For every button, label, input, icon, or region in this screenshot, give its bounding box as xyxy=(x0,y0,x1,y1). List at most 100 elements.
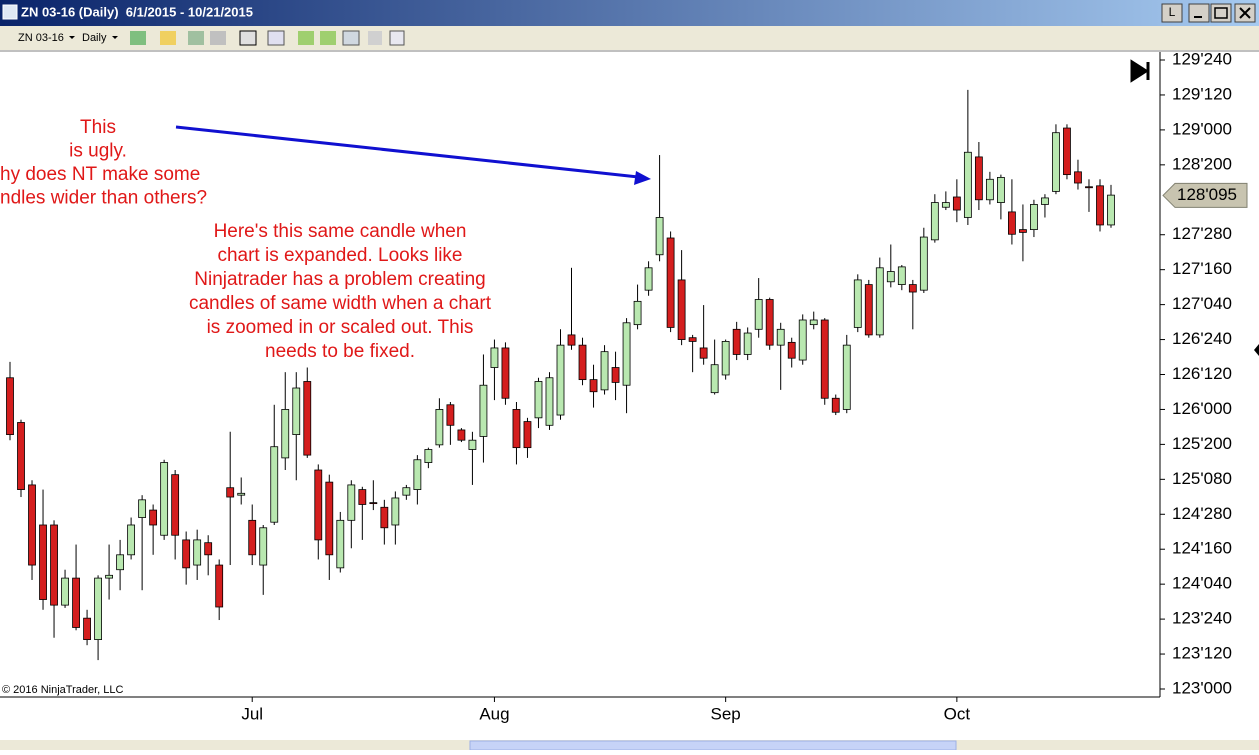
candle-body xyxy=(897,266,906,285)
candle-body xyxy=(380,506,389,529)
y-tick-label: 129'000 xyxy=(1172,119,1232,138)
candle-body xyxy=(391,497,400,526)
scrollbar-thumb[interactable] xyxy=(469,740,957,751)
candle-body xyxy=(1019,229,1027,233)
icon[interactable] xyxy=(130,31,146,45)
maximize-button[interactable] xyxy=(1210,3,1232,23)
candle-body xyxy=(215,564,224,608)
candle-body xyxy=(919,236,928,291)
candle-body xyxy=(325,481,334,556)
x-tick-label: Aug xyxy=(479,704,509,723)
link-button[interactable] xyxy=(1161,3,1183,23)
x-tick-label: Jul xyxy=(241,704,263,723)
candle-body xyxy=(666,237,675,328)
annotation-text: is ugly. xyxy=(69,141,127,162)
candle-body xyxy=(1030,204,1038,231)
icon[interactable] xyxy=(188,31,204,45)
candle-body xyxy=(633,300,642,326)
candle-body xyxy=(501,347,510,399)
candle-body xyxy=(754,299,763,330)
scroll-to-end[interactable] xyxy=(1130,59,1150,83)
y-tick-label: 124'040 xyxy=(1172,574,1232,593)
y-tick-label: 126'240 xyxy=(1172,329,1232,348)
panel-toggle[interactable] xyxy=(1254,344,1259,356)
icon[interactable] xyxy=(160,31,176,45)
candle-body xyxy=(578,344,587,381)
candle-body xyxy=(512,409,521,449)
title-bar xyxy=(0,0,1259,26)
candle-body xyxy=(886,271,895,283)
annotation-text: This xyxy=(80,117,116,138)
candle-body xyxy=(1041,197,1049,205)
annotation-text: needs to be fixed. xyxy=(265,341,415,362)
candle-body xyxy=(952,196,961,211)
minimize-button[interactable] xyxy=(1188,3,1210,23)
candle-body xyxy=(941,202,950,208)
candle-body xyxy=(39,524,47,600)
candle-body xyxy=(655,217,664,256)
candle-body xyxy=(688,337,697,342)
y-tick-label: 123'120 xyxy=(1172,644,1232,663)
candle-body xyxy=(1085,186,1093,189)
candle-body xyxy=(358,489,367,505)
icon[interactable] xyxy=(239,30,257,46)
link-button-label[interactable]: L xyxy=(1169,5,1176,19)
candle-body xyxy=(105,574,113,579)
icon[interactable] xyxy=(368,31,382,45)
y-tick-label: 127'160 xyxy=(1172,259,1232,278)
candle-body xyxy=(534,381,543,419)
y-tick-label: 129'120 xyxy=(1172,84,1232,103)
candle-body xyxy=(127,524,136,556)
candle-body xyxy=(160,462,169,536)
candle-body xyxy=(842,344,851,410)
candle-body xyxy=(259,527,268,566)
maximize-icon xyxy=(1214,7,1228,19)
candle-body xyxy=(997,177,1005,203)
icon[interactable] xyxy=(298,31,314,45)
candle-body xyxy=(72,577,80,628)
candle-body xyxy=(149,509,158,526)
y-tick-label: 124'280 xyxy=(1172,504,1232,523)
x-tick-label: Oct xyxy=(944,704,971,723)
candle-body xyxy=(622,322,631,386)
candle-body xyxy=(721,341,730,376)
candle-body xyxy=(1107,194,1115,226)
y-tick-label: 125'080 xyxy=(1172,469,1232,488)
candle-body xyxy=(765,299,774,346)
candle-body xyxy=(413,459,422,490)
candle-body xyxy=(820,319,829,399)
candle-body xyxy=(435,409,444,446)
candle-body xyxy=(171,474,180,536)
candle-body xyxy=(545,377,554,426)
instrument-selector[interactable]: ZN 03-16 xyxy=(18,32,64,44)
candle-body xyxy=(600,351,609,391)
period-selector[interactable]: Daily xyxy=(82,32,107,44)
copyright: © 2016 NinjaTrader, LLC xyxy=(2,684,123,696)
candle-body xyxy=(182,539,191,569)
last-price-label: 128'095 xyxy=(1177,185,1237,204)
dropdown-arrow xyxy=(69,36,75,39)
annotation-text: ndles wider than others? xyxy=(0,188,207,209)
icon[interactable] xyxy=(320,31,336,45)
annotation-text: candles of same width when a chart xyxy=(189,293,492,314)
candle-body xyxy=(17,422,25,490)
candle-body xyxy=(50,524,58,606)
y-tick-label: 129'240 xyxy=(1172,49,1232,68)
icon[interactable] xyxy=(267,30,285,46)
dropdown-arrow xyxy=(112,36,118,39)
candle-body xyxy=(138,499,147,518)
candle-body xyxy=(974,156,983,201)
close-icon xyxy=(1239,7,1251,19)
y-tick-label: 123'000 xyxy=(1172,678,1232,697)
icon[interactable] xyxy=(342,30,360,46)
candle-body xyxy=(732,328,741,355)
candle-body xyxy=(831,397,840,413)
candle-body xyxy=(743,332,752,355)
toolbar-icons[interactable] xyxy=(130,30,405,46)
icon[interactable] xyxy=(210,31,226,45)
candle-body xyxy=(798,319,807,361)
candle-body xyxy=(204,542,213,556)
icon[interactable] xyxy=(389,30,405,46)
